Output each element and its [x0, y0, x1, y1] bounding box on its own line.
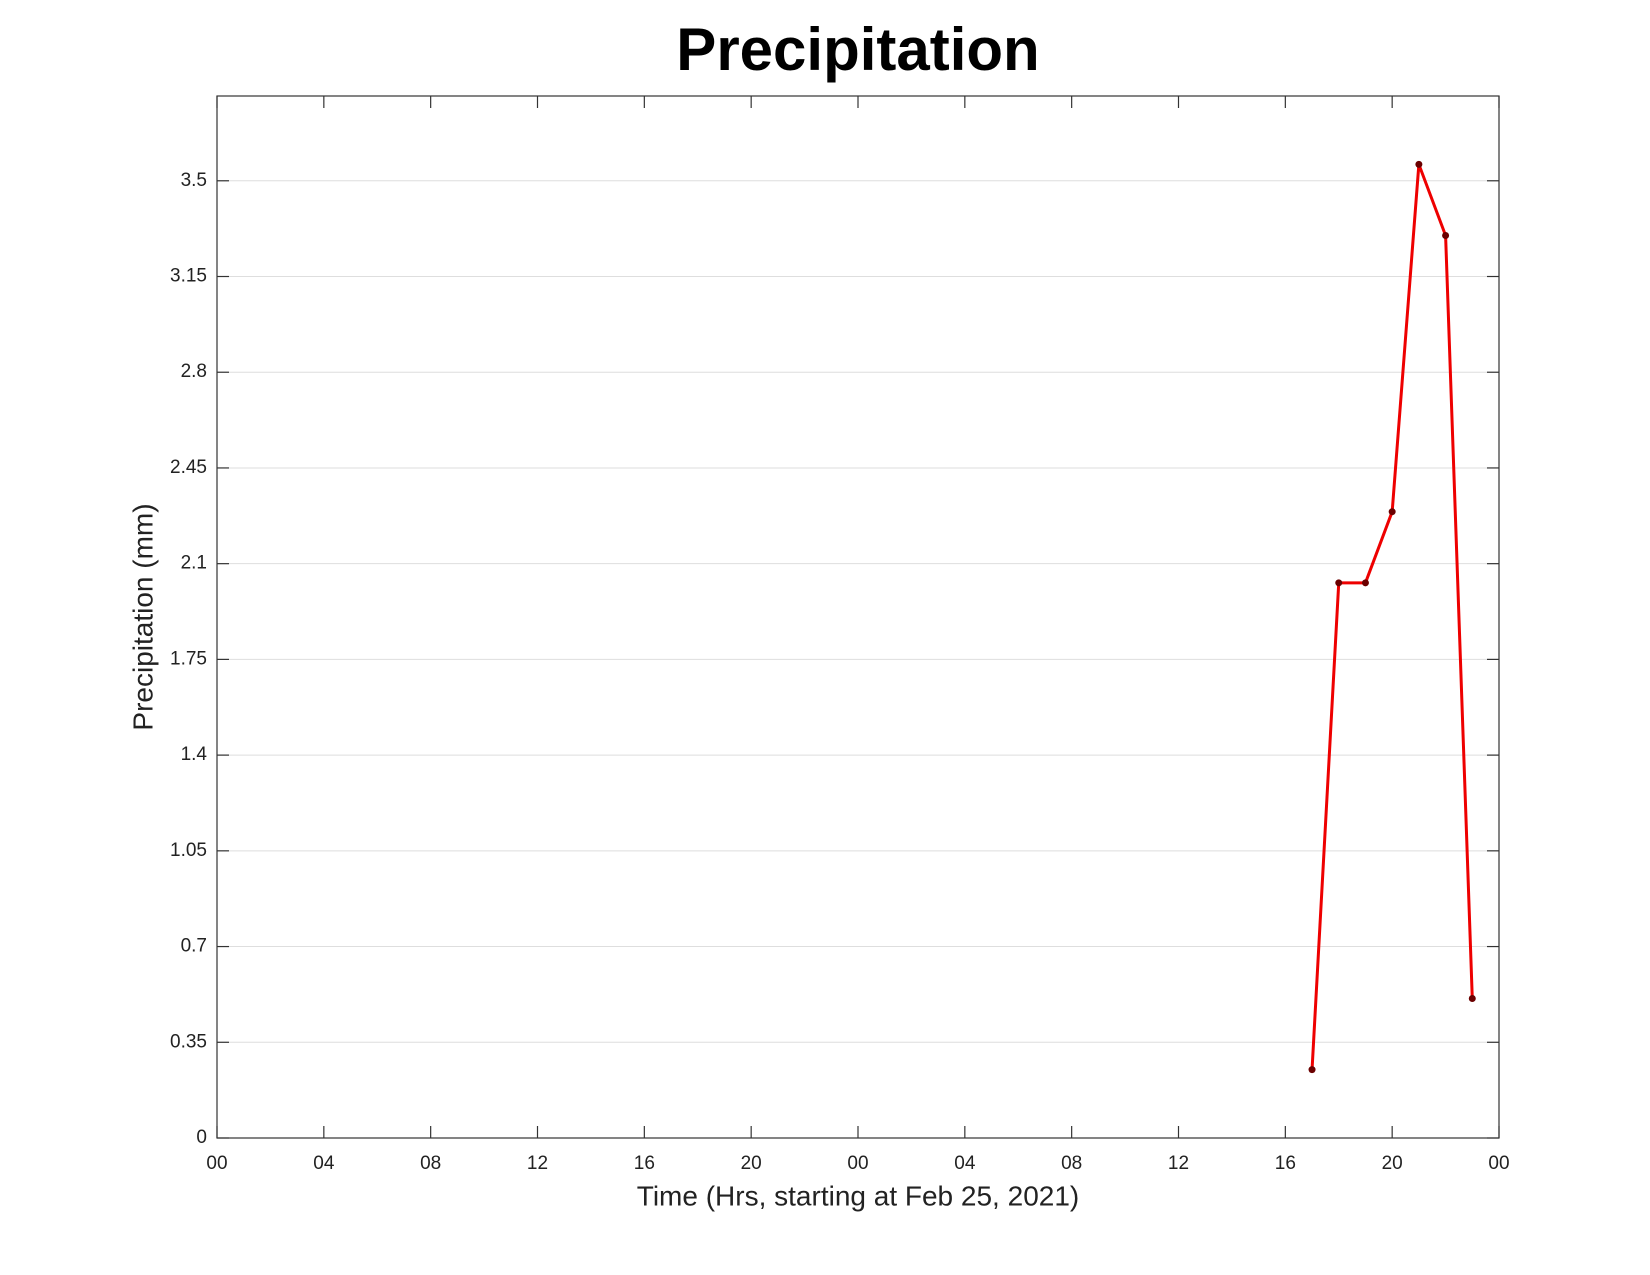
y-tick-label: 1.75 [170, 648, 207, 669]
y-tick-label: 3.15 [170, 266, 207, 287]
y-tick-label: 0.35 [170, 1031, 207, 1052]
x-axis-label: Time (Hrs, starting at Feb 25, 2021) [637, 1180, 1079, 1211]
x-tick-label: 00 [1488, 1153, 1509, 1174]
x-tick-label: 12 [527, 1153, 548, 1174]
x-tick-label: 00 [847, 1153, 868, 1174]
x-tick-label: 08 [420, 1153, 441, 1174]
data-point [1335, 579, 1343, 587]
y-tick-label: 0.7 [181, 936, 207, 957]
x-tick-label: 04 [313, 1153, 335, 1174]
x-tick-label: 12 [1168, 1153, 1189, 1174]
y-tick-label: 0 [196, 1127, 207, 1148]
x-tick-label: 20 [1382, 1153, 1403, 1174]
y-tick-label: 1.4 [181, 744, 208, 765]
y-axis-label: Precipitation (mm) [127, 503, 158, 730]
x-tick-label: 16 [1275, 1153, 1296, 1174]
data-point [1388, 508, 1396, 516]
x-tick-label: 20 [741, 1153, 762, 1174]
y-tick-label: 2.8 [181, 361, 207, 382]
x-tick-label: 08 [1061, 1153, 1082, 1174]
data-point [1308, 1066, 1316, 1074]
plot-frame [216, 95, 1500, 1139]
y-tick-label: 1.05 [170, 840, 207, 861]
x-tick-label: 00 [206, 1153, 227, 1174]
data-point [1361, 579, 1369, 587]
data-line [1310, 162, 1474, 1070]
x-tick-label: 04 [954, 1153, 976, 1174]
data-point [1415, 160, 1423, 168]
x-tick-label: 16 [634, 1153, 655, 1174]
y-tick-label: 2.1 [181, 553, 207, 574]
data-point [1442, 231, 1450, 239]
y-tick-label: 2.45 [170, 457, 207, 478]
chart-title: Precipitation [676, 16, 1039, 83]
y-tick-label: 3.5 [181, 170, 207, 191]
data-point [1468, 995, 1476, 1003]
